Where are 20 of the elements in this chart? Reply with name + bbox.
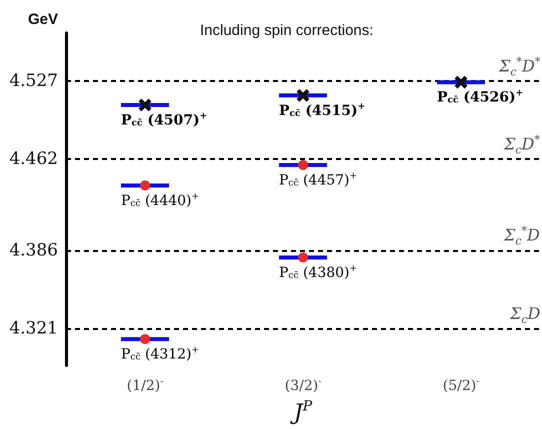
x-tick-label: (1/2)-	[126, 377, 164, 394]
ref-line-label: Σ$_{c}$$^{*}$D	[504, 224, 540, 248]
annotation: Pcc̄ (4380)+	[279, 264, 358, 281]
ref-line-label: Σ$_{c}$$^{*}$D$^{*}$	[499, 55, 540, 79]
y-tick-label: 4.386	[9, 240, 58, 260]
y-tick-label: 4.321	[9, 318, 58, 338]
y-tick-label: 4.462	[9, 149, 58, 170]
annotation: Pcc̄ (4507)+	[121, 112, 208, 129]
y-axis-title: GeV	[28, 11, 58, 28]
x-tick-label: (5/2)-	[442, 377, 480, 394]
ref-line-label: Σ$_{c}$D	[510, 304, 540, 326]
x-tick-label: (3/2)-	[284, 377, 322, 394]
annotation: Pcc̄ (4312)+	[121, 346, 200, 363]
annotation: Pcc̄ (4457)+	[279, 172, 358, 189]
chart-title: Including spin corrections:	[200, 22, 374, 39]
annotation: Pcc̄ (4515)+	[279, 102, 366, 119]
annotation: Pcc̄ (4526)+	[437, 88, 524, 106]
annotation: Pcc̄ (4440)+	[121, 192, 200, 209]
y-tick-label: 4.527	[9, 71, 58, 92]
ref-line-label: Σ$_{c}$D$^{*}$	[504, 133, 540, 157]
